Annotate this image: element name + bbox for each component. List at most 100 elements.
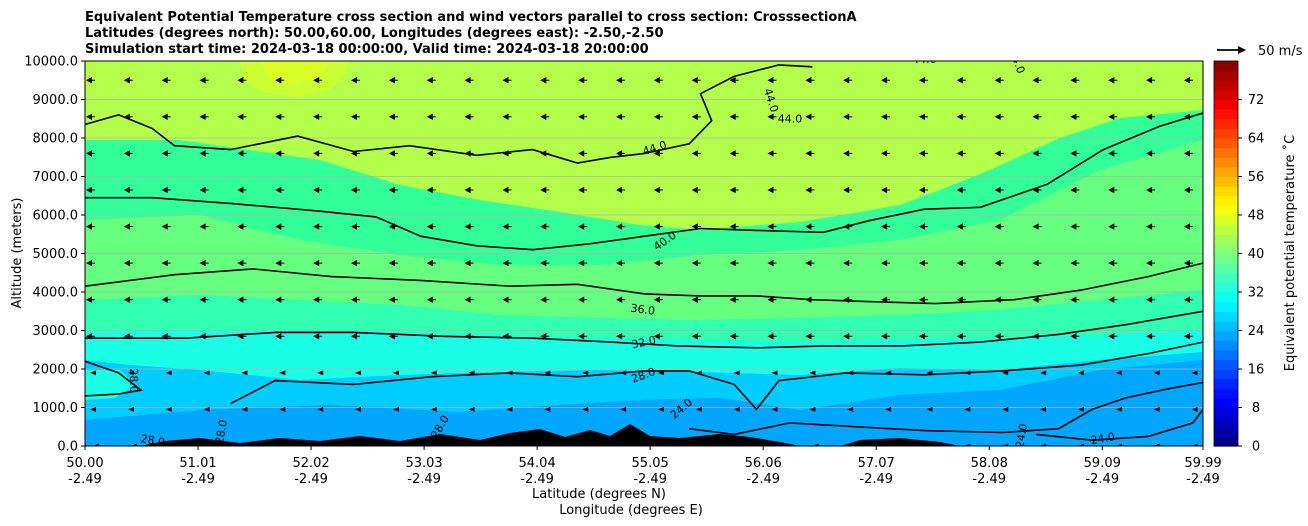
wind-vector: [237, 333, 244, 340]
wind-vector: [653, 150, 660, 157]
wind-vector: [767, 150, 774, 157]
wind-vector: [468, 407, 475, 412]
x-tick-label-lon: -2.49: [1085, 472, 1119, 487]
wind-vector: [1070, 186, 1077, 194]
wind-vector: [275, 77, 282, 84]
wind-vector: [426, 259, 433, 267]
wind-vector: [956, 186, 963, 194]
wind-vector: [1070, 296, 1077, 303]
wind-vector: [1032, 113, 1039, 120]
contour-label: 28.0: [213, 419, 230, 445]
wind-vector: [771, 407, 778, 412]
x-tick-label-lat: 52.02: [292, 456, 329, 471]
wind-vector: [1032, 223, 1039, 230]
wind-vector: [812, 443, 819, 446]
wind-vector: [1184, 150, 1190, 157]
orography-terrain: [85, 424, 960, 446]
contour-line-44: [85, 64, 813, 164]
wind-vector: [93, 443, 99, 446]
wind-vector: [774, 443, 781, 446]
colorbar-band: [1214, 272, 1238, 283]
wind-vector: [313, 333, 320, 340]
wind-vector: [767, 259, 774, 267]
wind-vector: [1184, 333, 1190, 340]
wind-vector: [1040, 370, 1047, 376]
contour-label: 36.0: [630, 302, 656, 318]
wind-vector: [430, 370, 437, 376]
y-axis-label: Altitude (meters): [10, 198, 25, 309]
wind-vector: [1070, 150, 1077, 157]
wind-vector: [351, 333, 357, 340]
wind-vector: [994, 113, 1001, 120]
wind-vector: [206, 443, 213, 446]
wind-vector: [1070, 333, 1077, 340]
wind-vector: [161, 223, 168, 230]
colorbar-band: [1214, 70, 1238, 81]
wind-vector: [964, 370, 971, 376]
colorbar-band: [1214, 195, 1238, 206]
wind-vector: [540, 296, 547, 303]
wind-vector: [161, 113, 168, 120]
wind-vector: [691, 333, 698, 340]
wind-vector: [1184, 186, 1190, 194]
wind-vector: [275, 150, 282, 157]
wind-vector: [237, 296, 244, 303]
wind-vector: [956, 150, 963, 157]
x-tick-label-lon: -2.49: [181, 472, 215, 487]
band-mid-green: [85, 140, 1203, 320]
wind-vector: [351, 186, 357, 194]
wind-vector: [464, 259, 471, 267]
wind-vector: [843, 113, 850, 120]
wind-vector: [199, 259, 206, 267]
x-tick-label-lon: -2.49: [1186, 472, 1220, 487]
x-tick-label-lat: 59.09: [1084, 456, 1121, 471]
contour-line-36: [85, 262, 1203, 305]
wind-vector: [695, 370, 702, 376]
wind-vector: [843, 77, 850, 84]
wind-vector: [616, 296, 623, 303]
wind-vector: [729, 77, 736, 84]
wind-vector: [540, 259, 547, 267]
wind-vector: [203, 370, 210, 376]
wind-vector: [1184, 113, 1190, 120]
wind-vector: [392, 370, 399, 376]
wind-vector: [653, 259, 660, 267]
wind-vector: [388, 77, 395, 84]
quiver-key: 50 m/s: [1217, 44, 1303, 59]
wind-vector: [90, 407, 96, 412]
wind-vector: [388, 113, 395, 120]
wind-vector: [1070, 113, 1077, 120]
colorbar-tick-label: 32: [1248, 286, 1265, 301]
wind-vector: [355, 370, 361, 376]
wind-vector: [392, 407, 399, 412]
contour-lines: [85, 64, 1203, 442]
wind-vector: [729, 223, 736, 230]
colorbar-band: [1214, 426, 1238, 437]
wind-vector: [351, 77, 357, 84]
wind-vector: [1032, 150, 1039, 157]
wind-vector: [395, 443, 402, 446]
colorbar-band: [1214, 243, 1238, 255]
wind-vector: [926, 407, 933, 412]
wind-vector: [199, 296, 206, 303]
wind-vector: [388, 333, 395, 340]
contour-line-32: [85, 310, 1203, 349]
wind-vector: [660, 443, 667, 446]
wind-vector: [657, 370, 664, 376]
wind-vector: [733, 407, 740, 412]
wind-vector: [275, 223, 282, 230]
colorbar-band: [1214, 147, 1238, 158]
wind-vector: [881, 186, 888, 194]
contour-label: 44.0: [778, 113, 803, 126]
wind-vector: [355, 407, 361, 412]
wind-vector: [767, 333, 774, 340]
y-tick-label: 4000.0: [33, 286, 79, 301]
wind-vector: [691, 296, 698, 303]
wind-vector: [161, 186, 168, 194]
colorbar-band: [1214, 253, 1238, 264]
wind-vector: [578, 150, 585, 157]
x-tick-label-lat: 55.05: [632, 456, 669, 471]
x-tick-label-lat: 54.04: [519, 456, 556, 471]
wind-vector: [578, 333, 585, 340]
colorbar-band: [1214, 224, 1238, 235]
